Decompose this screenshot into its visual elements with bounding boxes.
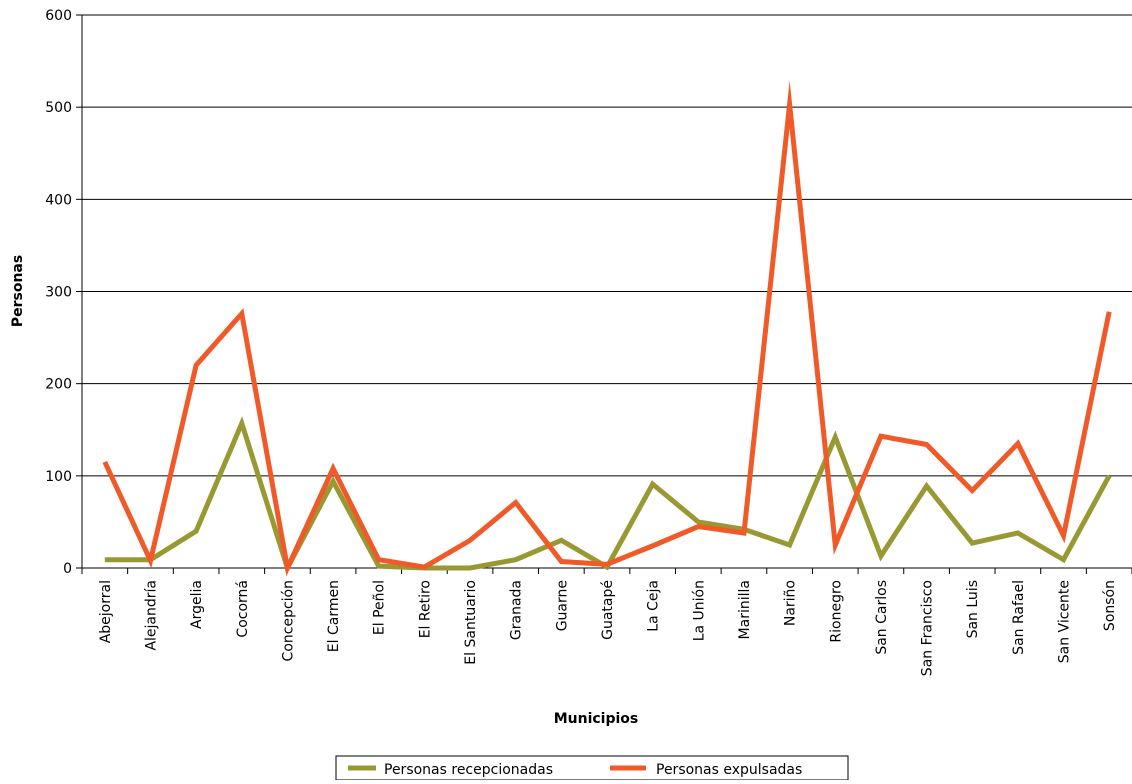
x-category-label: Sonsón	[1102, 580, 1118, 631]
y-tick-label: 500	[45, 100, 72, 116]
x-category-label: El Retiro	[417, 580, 433, 638]
x-category-label: Guarne	[554, 580, 570, 631]
x-category-label: San Francisco	[920, 580, 936, 676]
legend-label-recepcionadas: Personas recepcionadas	[384, 762, 553, 778]
x-category-label: San Carlos	[874, 580, 890, 655]
y-tick-label: 100	[45, 469, 72, 485]
series-line-recepcionadas	[104, 416, 1112, 575]
y-tick-label: 200	[45, 377, 72, 393]
legend: Personas recepcionadas Personas expulsad…	[335, 755, 849, 781]
y-tick-label: 400	[45, 192, 72, 208]
x-category-label: El Santuario	[463, 580, 479, 665]
series-lines	[102, 80, 1112, 577]
x-category-label: San Vicente	[1057, 580, 1073, 663]
x-category-label: Alejandría	[143, 580, 159, 651]
x-category-label: Guatapé	[600, 580, 616, 640]
x-category-label: San Rafael	[1011, 580, 1027, 655]
x-category-label: Granada	[509, 580, 525, 640]
y-tick-label: 600	[45, 8, 72, 24]
gridlines	[82, 14, 1132, 477]
legend-label-expulsadas: Personas expulsadas	[656, 762, 802, 778]
x-category-label: La Ceja	[646, 580, 662, 632]
y-tick-label: 300	[45, 285, 72, 301]
y-axis-title: Personas	[10, 255, 26, 327]
x-category-label: El Peñol	[372, 580, 388, 635]
x-category-label: Argelia	[189, 580, 205, 629]
x-category-label: El Carmen	[326, 580, 342, 652]
x-category-label: Marinilla	[737, 580, 753, 639]
y-tick-label: 0	[63, 561, 72, 577]
x-category-label: Cocorná	[235, 580, 251, 638]
x-category-label: Abejorral	[98, 580, 114, 643]
x-category-label: Concepción	[280, 580, 296, 661]
legend-box	[335, 755, 849, 781]
x-category-label: Rionegro	[828, 580, 844, 643]
x-category-label: La Unión	[691, 580, 707, 641]
x-axis-title: Municipios	[554, 711, 639, 727]
series-line-expulsadas	[102, 80, 1112, 577]
x-category-label: San Luis	[965, 580, 981, 638]
axis-labels: 0 100 200 300 400 500 600 Abejorral Alejandría Ar…	[45, 8, 1118, 676]
x-category-label: Nariño	[783, 580, 799, 626]
